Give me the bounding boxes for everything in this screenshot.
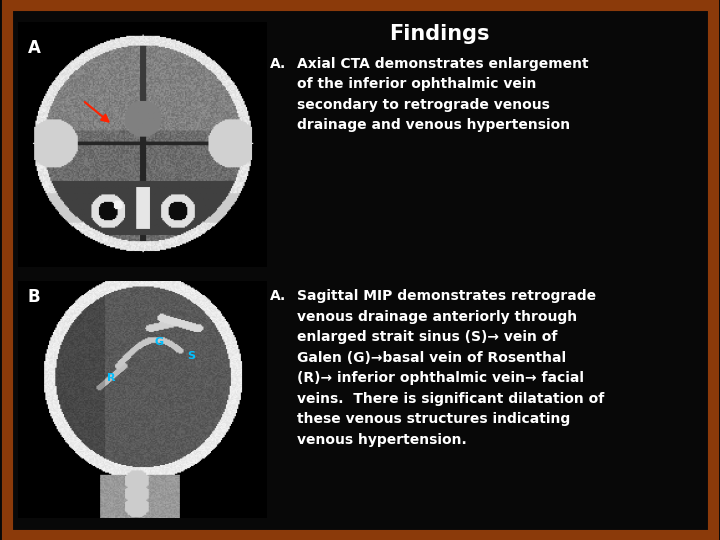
Text: A.: A. bbox=[270, 57, 287, 71]
Text: A: A bbox=[28, 39, 41, 57]
Text: A.: A. bbox=[270, 289, 287, 303]
Text: B: B bbox=[28, 288, 40, 306]
Text: Axial CTA demonstrates enlargement
of the inferior ophthalmic vein
secondary to : Axial CTA demonstrates enlargement of th… bbox=[297, 57, 589, 132]
Text: G: G bbox=[155, 337, 163, 347]
Text: S: S bbox=[187, 351, 195, 361]
Text: R: R bbox=[107, 373, 116, 383]
Text: Findings: Findings bbox=[389, 24, 490, 44]
Text: Sagittal MIP demonstrates retrograde
venous drainage anteriorly through
enlarged: Sagittal MIP demonstrates retrograde ven… bbox=[297, 289, 605, 447]
